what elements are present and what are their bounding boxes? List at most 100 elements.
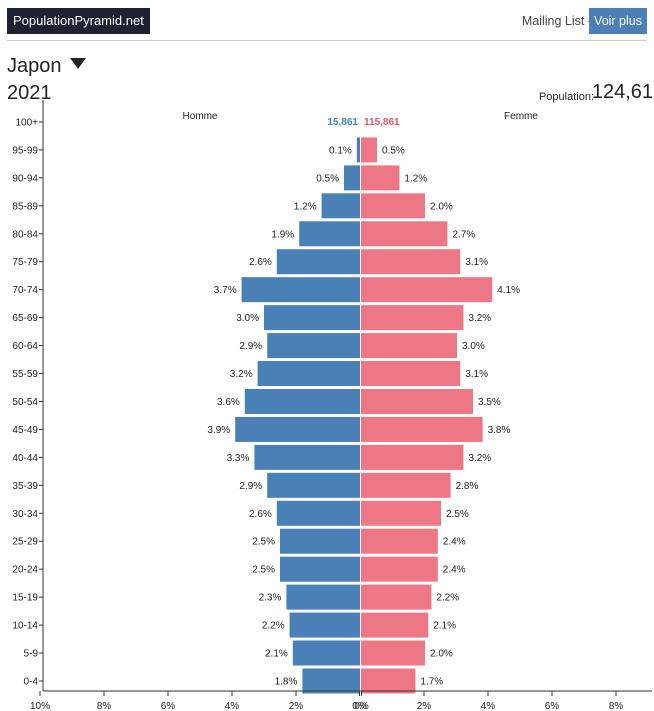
male-bar — [289, 612, 360, 638]
male-bar — [257, 361, 360, 387]
male-bar — [241, 277, 360, 303]
age-label: 10-14 — [12, 621, 38, 632]
male-bar — [267, 333, 360, 359]
male-bar — [321, 193, 360, 219]
male-value-label: 1.8% — [275, 676, 298, 687]
male-bar — [280, 528, 360, 554]
male-value-label: 1.9% — [271, 229, 294, 240]
male-bar — [344, 165, 360, 191]
female-bar — [361, 556, 438, 582]
female-value-label: 3.2% — [468, 313, 491, 324]
female-value-label: 2.5% — [446, 509, 469, 520]
x-tick-label: 10% — [30, 701, 50, 711]
age-label: 75-79 — [12, 257, 38, 268]
female-count: 115,861 — [364, 117, 400, 128]
female-bar — [361, 137, 377, 163]
male-value-label: 3.6% — [217, 397, 240, 408]
male-value-label: 2.5% — [252, 537, 275, 548]
year-label: 2021 — [7, 82, 52, 104]
female-bar — [361, 333, 457, 359]
female-bar — [361, 388, 473, 414]
x-tick-label: 0% — [354, 701, 369, 711]
population-pyramid-chart: Homme Femme 15,861 115,861 100+ 95-99 0.1% 0.5%… — [12, 100, 652, 711]
male-bar — [299, 221, 360, 247]
age-label: 5-9 — [24, 649, 39, 660]
male-value-label: 3.3% — [227, 453, 250, 464]
female-value-label: 3.1% — [465, 257, 488, 268]
age-label: 20-24 — [12, 565, 38, 576]
male-value-label: 3.7% — [214, 285, 237, 296]
right-side-label: Femme — [504, 111, 538, 122]
age-label: 95-99 — [12, 145, 38, 156]
female-value-label: 2.2% — [436, 593, 459, 604]
female-bar — [361, 640, 425, 666]
male-bar — [292, 640, 360, 666]
female-value-label: 2.0% — [430, 649, 453, 660]
female-value-label: 2.4% — [443, 565, 466, 576]
male-value-label: 3.0% — [236, 313, 259, 324]
female-value-label: 2.0% — [430, 201, 453, 212]
female-bar — [361, 668, 416, 694]
female-bar — [361, 249, 461, 275]
female-bar — [361, 500, 441, 526]
x-tick-label: 2% — [289, 701, 304, 711]
age-label: 45-49 — [12, 425, 38, 436]
male-bar — [280, 556, 360, 582]
male-bar — [276, 500, 360, 526]
female-bar — [361, 221, 448, 247]
age-label: 85-89 — [12, 201, 38, 212]
age-label: 90-94 — [12, 173, 38, 184]
female-value-label: 2.1% — [433, 621, 456, 632]
x-tick-label: 8% — [97, 701, 112, 711]
female-bar — [361, 584, 432, 610]
voir-plus-button[interactable]: Voir plus — [589, 8, 647, 34]
female-bar — [361, 361, 461, 387]
male-value-label: 2.3% — [259, 593, 282, 604]
female-value-label: 4.1% — [497, 285, 520, 296]
male-bar — [302, 668, 360, 694]
female-value-label: 2.7% — [452, 229, 475, 240]
age-label: 100+ — [15, 117, 38, 128]
female-value-label: 3.0% — [462, 341, 485, 352]
age-label: 25-29 — [12, 537, 38, 548]
mailing-list-link[interactable]: Mailing List - — [521, 14, 592, 28]
male-value-label: 2.6% — [249, 509, 272, 520]
male-bar — [286, 584, 360, 610]
x-tick-label: 2% — [417, 701, 432, 711]
x-tick-label: 0% — [352, 701, 367, 711]
male-bar — [267, 472, 360, 498]
male-bar — [356, 137, 360, 163]
x-tick-label: 4% — [481, 701, 496, 711]
age-label: 0-4 — [24, 676, 39, 687]
female-value-label: 3.2% — [468, 453, 491, 464]
male-bar — [264, 305, 360, 331]
male-value-label: 3.9% — [207, 425, 230, 436]
male-value-label: 2.5% — [252, 565, 275, 576]
female-bar — [361, 193, 425, 219]
female-value-label: 1.2% — [404, 173, 427, 184]
age-label: 30-34 — [12, 509, 38, 520]
age-label: 70-74 — [12, 285, 38, 296]
x-tick-label: 8% — [609, 701, 624, 711]
female-value-label: 1.7% — [420, 676, 443, 687]
female-bar — [361, 165, 400, 191]
country-selector[interactable]: Japon — [7, 55, 86, 78]
female-value-label: 2.4% — [443, 537, 466, 548]
site-logo[interactable]: PopulationPyramid.net — [7, 8, 150, 34]
header-divider — [7, 40, 647, 41]
male-value-label: 2.9% — [239, 481, 262, 492]
x-tick-label: 6% — [545, 701, 560, 711]
age-label: 80-84 — [12, 229, 38, 240]
population-label: Population: — [538, 91, 594, 103]
country-name: Japon — [7, 55, 62, 77]
male-count: 15,861 — [327, 117, 358, 128]
male-bar — [276, 249, 360, 275]
male-bar — [235, 416, 360, 442]
x-tick-label: 4% — [225, 701, 240, 711]
male-value-label: 2.9% — [239, 341, 262, 352]
male-value-label: 0.1% — [329, 145, 352, 156]
x-tick-label: 6% — [161, 701, 176, 711]
male-value-label: 1.2% — [294, 201, 317, 212]
female-value-label: 3.8% — [488, 425, 511, 436]
population-value: 124,61 — [591, 81, 653, 103]
